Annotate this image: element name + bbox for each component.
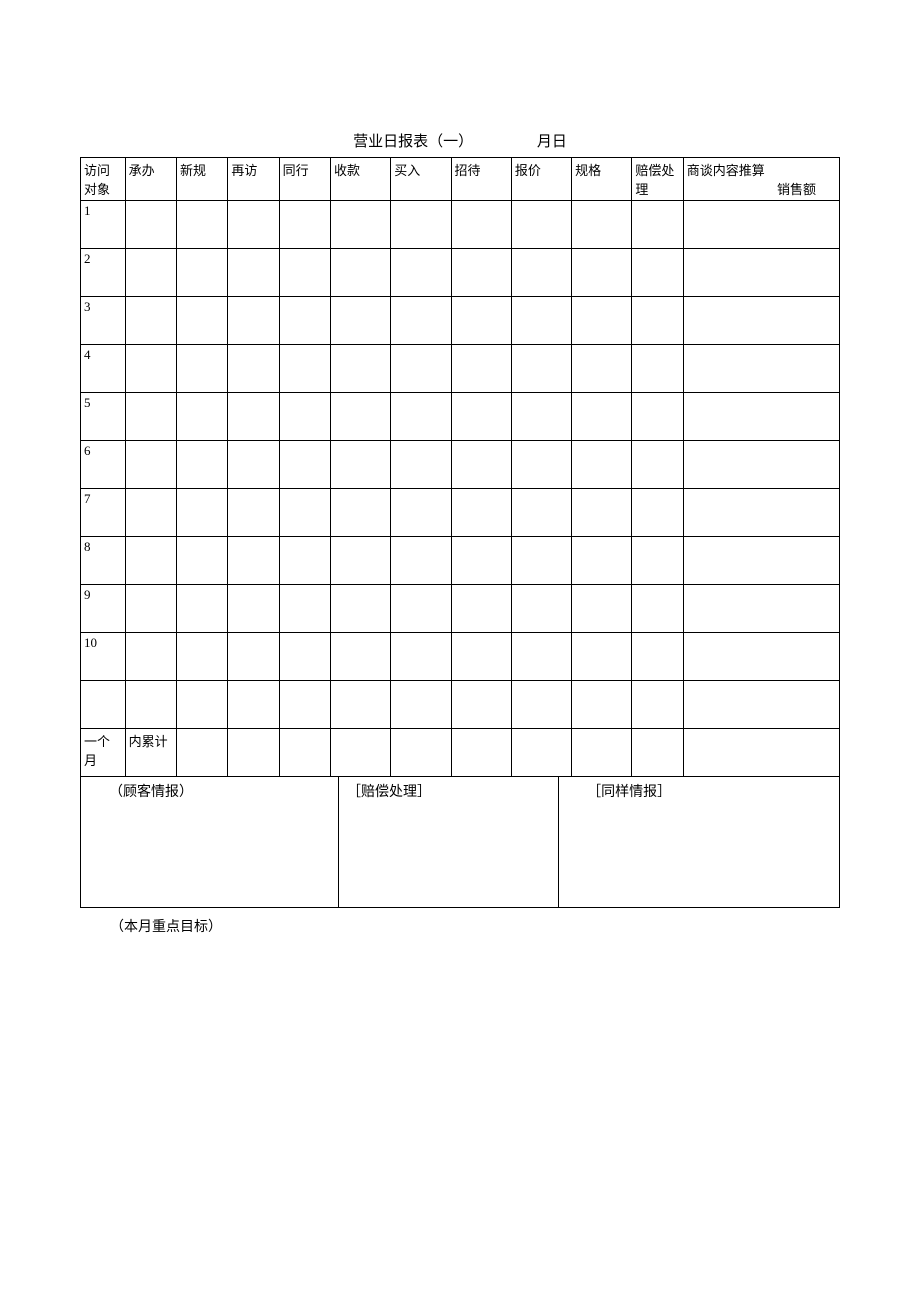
total-label-2: 内累计 <box>125 729 176 777</box>
table-row: 7 <box>81 489 840 537</box>
table-row: 8 <box>81 537 840 585</box>
table-row: 1 <box>81 201 840 249</box>
section-compensation-label: ［赔偿处理］ <box>347 781 550 801</box>
row-number: 3 <box>81 297 126 345</box>
table-row: 6 <box>81 441 840 489</box>
section-customer-label: （顾客情报） <box>89 781 330 801</box>
col-compensation: 赔偿处理 <box>632 158 683 201</box>
col-accompany: 同行 <box>279 158 330 201</box>
col-entertain: 招待 <box>451 158 511 201</box>
daily-report-table: 访问对象 承办 新规 再访 同行 收款 买入 招待 报价 规格 赔偿处理 商谈内… <box>80 157 840 777</box>
row-number: 10 <box>81 633 126 681</box>
row-number: 1 <box>81 201 126 249</box>
table-row: 4 <box>81 345 840 393</box>
col-handler: 承办 <box>125 158 176 201</box>
col-negotiation-line1: 商谈内容推算 <box>687 160 836 179</box>
col-visit-target: 访问对象 <box>81 158 126 201</box>
table-header-row: 访问对象 承办 新规 再访 同行 收款 买入 招待 报价 规格 赔偿处理 商谈内… <box>81 158 840 201</box>
row-number: 4 <box>81 345 126 393</box>
row-number: 5 <box>81 393 126 441</box>
table-row: 2 <box>81 249 840 297</box>
col-collection: 收款 <box>331 158 391 201</box>
title-row: 营业日报表（一） 月日 <box>80 130 840 151</box>
table-row: 10 <box>81 633 840 681</box>
col-quote: 报价 <box>511 158 571 201</box>
row-number: 8 <box>81 537 126 585</box>
row-number: 9 <box>81 585 126 633</box>
col-purchase: 买入 <box>391 158 451 201</box>
section-same-info: ［同样情报］ <box>559 777 840 907</box>
row-number: 6 <box>81 441 126 489</box>
table-row: 9 <box>81 585 840 633</box>
section-same-label: ［同样情报］ <box>567 781 831 801</box>
total-label-1: 一个月 <box>81 729 126 777</box>
page-title: 营业日报表（一） <box>353 130 473 151</box>
row-number: 2 <box>81 249 126 297</box>
table-row-total: 一个月 内累计 <box>81 729 840 777</box>
date-label: 月日 <box>537 130 567 151</box>
row-number: 7 <box>81 489 126 537</box>
col-negotiation-line2: 销售额 <box>687 179 836 198</box>
col-new: 新规 <box>176 158 227 201</box>
col-negotiation: 商谈内容推算 销售额 <box>683 158 839 201</box>
table-row: 5 <box>81 393 840 441</box>
table-row: 3 <box>81 297 840 345</box>
footer-note: （本月重点目标） <box>110 916 840 936</box>
info-sections-table: （顾客情报） ［赔偿处理］ ［同样情报］ <box>80 777 840 908</box>
section-customer-info: （顾客情报） <box>81 777 339 907</box>
col-revisit: 再访 <box>228 158 279 201</box>
table-row-empty <box>81 681 840 729</box>
section-compensation: ［赔偿处理］ <box>339 777 559 907</box>
col-spec: 规格 <box>572 158 632 201</box>
